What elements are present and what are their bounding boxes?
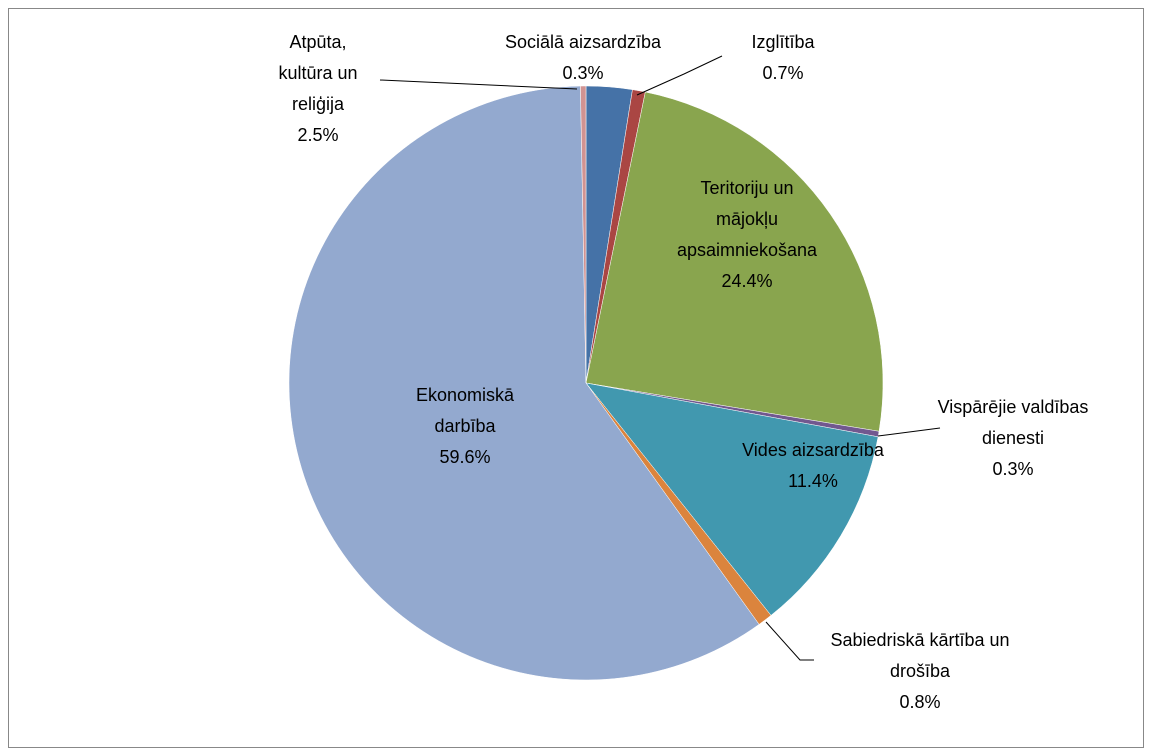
value-label: 11.4% xyxy=(788,471,838,491)
pie-slice xyxy=(585,91,884,432)
value-label: 0.7% xyxy=(762,63,804,83)
pie-slice xyxy=(585,382,879,616)
leader-line xyxy=(636,55,723,96)
category-name: Sociālā aizsardzība xyxy=(504,32,662,52)
value-label: 2.5% xyxy=(297,125,339,145)
leader-line xyxy=(877,427,941,437)
category-name: Teritoriju un mājokļu apsaimniekošana xyxy=(676,178,818,260)
data-label: Sabiedriskā kārtība un drošība 0.8% xyxy=(820,625,1020,718)
data-label: Ekonomiskā darbība 59.6% xyxy=(410,380,520,473)
data-label: Atpūta, kultūra un reliģija 2.5% xyxy=(268,27,368,151)
category-name: Izglītība xyxy=(751,32,815,52)
category-name: Vispārējie valdības dienesti xyxy=(937,397,1089,448)
value-label: 24.4% xyxy=(721,271,773,291)
value-label: 59.6% xyxy=(439,447,491,467)
category-name: Ekonomiskā darbība xyxy=(415,385,515,436)
data-label: Sociālā aizsardzība 0.3% xyxy=(458,27,708,89)
chart-frame xyxy=(8,8,1144,748)
leader-line xyxy=(379,79,578,90)
data-label: Vispārējie valdības dienesti 0.3% xyxy=(918,392,1108,485)
value-label: 0.8% xyxy=(899,692,941,712)
pie-slice xyxy=(580,85,587,384)
category-name: Sabiedriskā kārtība un drošība xyxy=(830,630,1010,681)
category-name: Vides aizsardzība xyxy=(742,440,884,460)
value-label: 0.3% xyxy=(562,63,604,83)
data-label: Vides aizsardzība 11.4% xyxy=(703,435,923,497)
leader-line xyxy=(765,621,814,661)
pie-slice xyxy=(288,85,760,681)
value-label: 0.3% xyxy=(992,459,1034,479)
data-label: Teritoriju un mājokļu apsaimniekošana 24.… xyxy=(672,173,822,297)
category-name: Atpūta, kultūra un reliģija xyxy=(278,32,358,114)
data-label: Izglītība 0.7% xyxy=(708,27,858,89)
